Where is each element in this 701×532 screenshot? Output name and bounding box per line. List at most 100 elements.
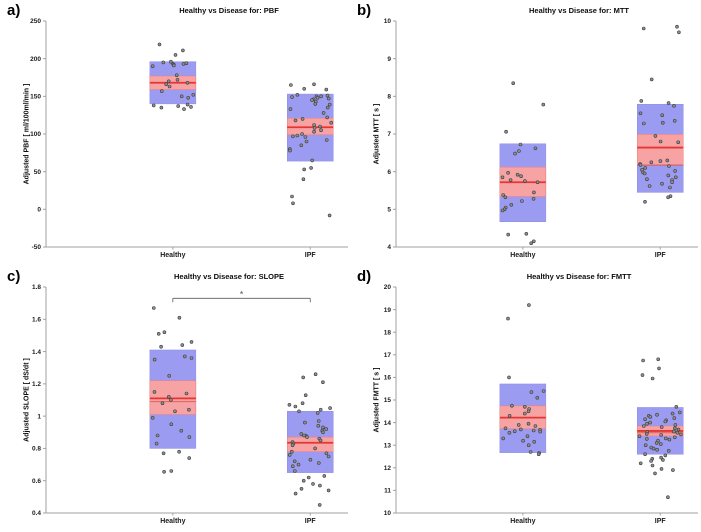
scatter-point [310, 158, 315, 163]
scatter-point [290, 464, 295, 468]
scatter-point [638, 111, 643, 116]
scatter-point [182, 107, 186, 111]
x-category-label: IPF [655, 518, 667, 525]
scatter-point [536, 452, 541, 456]
scatter-point [287, 453, 292, 457]
scatter-point [325, 105, 330, 110]
y-tick-label: 11 [384, 488, 391, 495]
scatter-point [293, 491, 298, 496]
scatter-point [191, 93, 196, 97]
scatter-point [159, 105, 164, 110]
scatter-point [167, 84, 172, 89]
y-tick-label: 10 [384, 510, 392, 517]
scatter-point [531, 428, 536, 433]
scatter-point [679, 432, 683, 437]
scatter-point [289, 83, 293, 87]
y-tick-label: 8 [387, 94, 391, 101]
scatter-point [526, 421, 531, 426]
scatter-point [151, 103, 156, 108]
scatter-point [291, 134, 295, 139]
scatter-point [318, 483, 322, 488]
scatter-point [293, 404, 298, 409]
scatter-point [668, 185, 672, 190]
scatter-point [538, 429, 542, 434]
scatter-point [665, 158, 670, 163]
y-tick-label: 150 [30, 94, 41, 101]
scatter-point [655, 412, 659, 417]
scatter-point [521, 438, 525, 443]
scatter-point [526, 409, 531, 414]
scatter-point [187, 456, 191, 460]
scatter-point [532, 190, 536, 195]
scatter-point [533, 146, 538, 151]
y-tick-label: 0.6 [32, 478, 41, 485]
panel-label-d: d) [357, 268, 372, 285]
scatter-point [676, 140, 681, 145]
y-tick-label: 14 [384, 420, 392, 427]
panel-label-b: b) [357, 2, 372, 19]
scatter-point [292, 459, 297, 464]
scatter-point [296, 462, 301, 467]
scatter-point [657, 366, 661, 371]
scatter-point [658, 442, 663, 446]
scatter-point [305, 435, 309, 439]
scatter-point [519, 427, 523, 432]
scatter-point [671, 468, 675, 472]
scatter-point [185, 102, 190, 107]
scatter-point [325, 93, 330, 98]
scatter-point [301, 177, 306, 181]
scatter-point [666, 173, 671, 178]
scatter-point [312, 82, 316, 87]
scatter-point [172, 63, 176, 68]
y-tick-label: 200 [30, 56, 41, 63]
scatter-point [643, 443, 648, 447]
scatter-point [299, 487, 304, 491]
scatter-point [648, 420, 652, 425]
scatter-point [656, 357, 661, 362]
scatter-point [666, 195, 670, 200]
scatter-point [177, 449, 181, 454]
scatter-point [321, 111, 326, 115]
scatter-point [321, 380, 325, 384]
scatter-point [675, 24, 679, 29]
scatter-point [179, 94, 184, 99]
y-tick-label: 1.6 [32, 316, 41, 323]
scatter-point [501, 193, 505, 197]
scatter-point [667, 164, 671, 168]
scatter-point [654, 441, 659, 445]
scatter-point [527, 303, 531, 307]
y-axis-label-pbf: Adjusted PBF [ ml/100ml/min ] [23, 83, 31, 185]
scatter-point [528, 450, 533, 454]
scatter-point [643, 200, 647, 204]
scatter-point [318, 124, 322, 129]
y-tick-label: 50 [34, 169, 42, 176]
scatter-point [508, 178, 513, 182]
significance-star: * [240, 290, 244, 299]
scatter-point [311, 482, 315, 486]
y-tick-label: 0 [37, 207, 41, 214]
scatter-point [318, 438, 323, 443]
scatter-point [531, 197, 536, 201]
plot-title-pbf: Healthy vs Disease for: PBF [179, 6, 279, 15]
plot-title-fmtt: Healthy vs Disease for: FMTT [526, 272, 632, 281]
scatter-point [324, 427, 329, 431]
scatter-point [533, 424, 538, 428]
scatter-point [301, 375, 306, 380]
scatter-point [303, 420, 307, 425]
scatter-point [659, 425, 664, 429]
scatter-point [523, 179, 527, 183]
scatter-point [641, 358, 645, 363]
scatter-point [302, 167, 307, 172]
scatter-point [659, 455, 663, 460]
y-tick-label: 9 [387, 56, 391, 63]
scatter-point [325, 115, 330, 120]
scatter-point [295, 93, 300, 97]
scatter-point [659, 467, 664, 471]
scatter-point [673, 175, 678, 180]
scatter-point [655, 447, 659, 452]
scatter-point [184, 391, 189, 396]
scatter-point [672, 416, 677, 420]
scatter-point [150, 64, 155, 68]
scatter-point [510, 403, 514, 408]
scatter-point [181, 48, 185, 53]
